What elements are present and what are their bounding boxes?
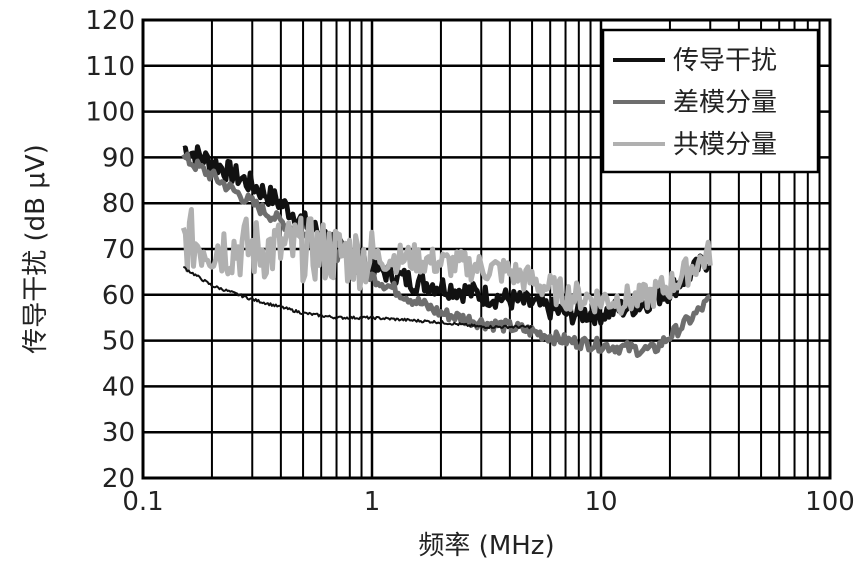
x-tick-label: 1: [364, 487, 381, 517]
y-tick-label: 100: [85, 98, 135, 128]
y-tick-label: 90: [102, 143, 135, 173]
y-tick-label: 40: [102, 372, 135, 402]
legend-label: 差模分量: [673, 88, 777, 118]
x-tick-label: 100: [805, 487, 855, 517]
series-line-3: [183, 266, 533, 330]
x-tick-label: 0.1: [122, 487, 163, 517]
y-tick-label: 30: [102, 418, 135, 448]
legend-label: 传导干扰: [673, 46, 777, 76]
series-layer: [180, 144, 713, 358]
y-axis-label: 传导干扰 (dB μV): [21, 144, 51, 354]
y-tick-label: 20: [102, 464, 135, 494]
y-tick-label: 80: [102, 189, 135, 219]
series-line-2: [180, 207, 713, 316]
y-tick-label: 60: [102, 281, 135, 311]
y-tick-label: 50: [102, 327, 135, 357]
series-line-1: [181, 151, 712, 358]
y-tick-label: 70: [102, 235, 135, 265]
legend-label: 共模分量: [673, 130, 777, 160]
x-axis-label: 频率 (MHz): [418, 531, 554, 561]
x-tick-label: 10: [584, 487, 617, 517]
y-tick-label: 110: [85, 52, 135, 82]
plot-frame: [141, 18, 832, 480]
y-tick-label: 120: [85, 6, 135, 36]
